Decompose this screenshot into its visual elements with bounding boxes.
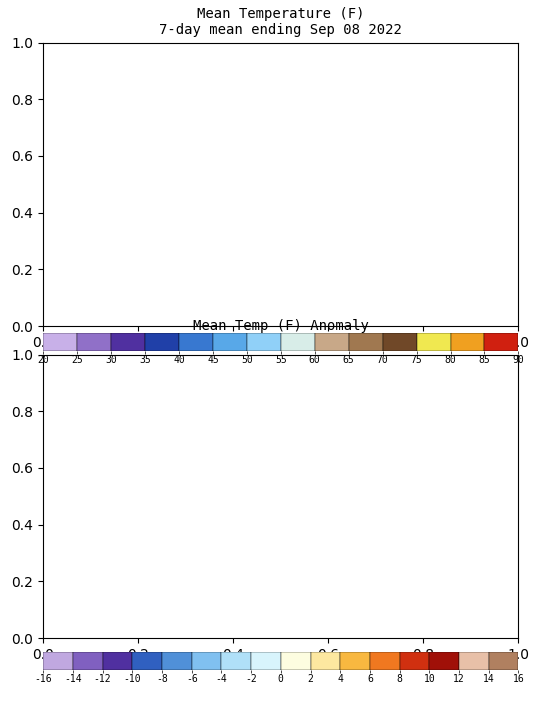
Bar bbox=[145, 333, 179, 351]
Bar bbox=[450, 333, 484, 351]
Bar bbox=[213, 333, 247, 351]
Bar bbox=[489, 652, 518, 670]
Bar bbox=[310, 652, 340, 670]
Bar bbox=[77, 333, 111, 351]
Bar bbox=[281, 652, 310, 670]
Bar bbox=[162, 652, 192, 670]
Bar bbox=[43, 652, 73, 670]
Bar bbox=[383, 333, 416, 351]
Bar bbox=[416, 333, 450, 351]
Bar bbox=[484, 333, 518, 351]
Bar bbox=[400, 652, 429, 670]
Bar bbox=[315, 333, 349, 351]
Bar bbox=[221, 652, 251, 670]
Bar bbox=[247, 333, 281, 351]
Bar bbox=[370, 652, 400, 670]
Bar bbox=[459, 652, 489, 670]
Title: Mean Temperature (F)
7-day mean ending Sep 08 2022: Mean Temperature (F) 7-day mean ending S… bbox=[159, 7, 402, 37]
Bar bbox=[192, 652, 221, 670]
Bar bbox=[429, 652, 459, 670]
Bar bbox=[281, 333, 315, 351]
Bar bbox=[103, 652, 132, 670]
Bar bbox=[251, 652, 281, 670]
Bar bbox=[111, 333, 145, 351]
Title: Mean Temp (F) Anomaly
7-day mean ending Sep 08 2022: Mean Temp (F) Anomaly 7-day mean ending … bbox=[159, 319, 402, 349]
Bar bbox=[179, 333, 213, 351]
Bar bbox=[73, 652, 103, 670]
Bar bbox=[43, 333, 77, 351]
Bar bbox=[349, 333, 383, 351]
Bar bbox=[132, 652, 162, 670]
Bar bbox=[340, 652, 370, 670]
